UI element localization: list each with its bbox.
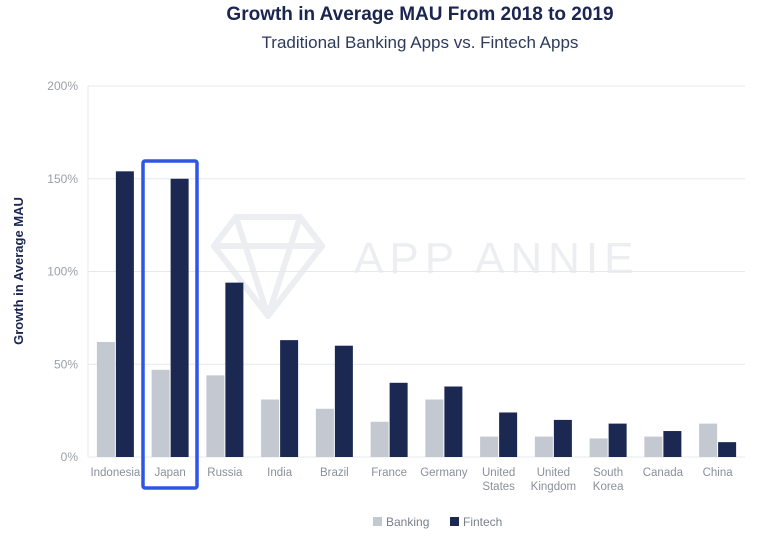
bar-fintech (225, 282, 244, 457)
bar-banking (589, 438, 608, 457)
y-tick-label: 200% (47, 79, 78, 93)
x-tick-label: Germany (420, 467, 468, 479)
y-axis-ticks: 0% 50% 100% 150% 200% (47, 79, 78, 464)
highlight-box (141, 159, 199, 490)
x-tick-label: United Kingdom (531, 467, 576, 493)
y-tick-label: 150% (47, 172, 78, 186)
bar-fintech (499, 412, 518, 457)
bar-banking (96, 341, 115, 457)
x-tick-label: France (371, 467, 407, 479)
bar-banking (151, 369, 170, 457)
bar-fintech (389, 382, 408, 457)
x-tick-label: United States (482, 467, 515, 493)
y-tick-label: 100% (47, 265, 78, 279)
watermark: APP ANNIE (211, 214, 640, 319)
bar-banking (261, 399, 280, 457)
y-tick-label: 0% (61, 450, 79, 464)
bar-banking (480, 436, 499, 457)
bar-fintech (553, 419, 572, 457)
legend-label-banking: Banking (386, 515, 429, 529)
bar-banking (425, 399, 444, 457)
bar-banking (370, 421, 389, 457)
bar-banking (644, 436, 663, 457)
x-tick-label: Indonesia (90, 467, 140, 479)
x-tick-label: China (703, 467, 734, 479)
x-tick-label: India (267, 467, 293, 479)
bar-fintech (334, 345, 353, 457)
y-axis-label: Growth in Average MAU (11, 197, 26, 345)
bar-banking (315, 408, 334, 457)
bars (96, 171, 737, 457)
diamond-logo-icon (211, 214, 325, 319)
legend: Banking Fintech (373, 515, 502, 529)
bar-fintech (718, 442, 737, 457)
bar-fintech (608, 423, 627, 457)
legend-swatch-banking (373, 517, 382, 526)
bar-fintech (170, 178, 189, 457)
y-tick-label: 50% (54, 357, 78, 371)
bar-fintech (444, 386, 463, 457)
bar-banking (699, 423, 718, 457)
legend-label-fintech: Fintech (463, 515, 502, 529)
bar-fintech (280, 340, 299, 457)
legend-swatch-fintech (450, 517, 459, 526)
bar-fintech (663, 431, 682, 457)
watermark-text: APP ANNIE (354, 234, 640, 283)
x-tick-label: Brazil (320, 467, 349, 479)
chart-subtitle: Traditional Banking Apps vs. Fintech App… (262, 33, 579, 52)
chart-title: Growth in Average MAU From 2018 to 2019 (226, 4, 613, 25)
bar-banking (206, 375, 225, 457)
x-tick-label: Russia (207, 467, 243, 479)
x-tick-label: South Korea (593, 467, 624, 493)
bar-banking (534, 436, 553, 457)
bar-fintech (115, 171, 134, 457)
x-tick-label: Japan (154, 467, 185, 479)
x-axis-labels: Indonesia Japan Russia India Brazil France Ger… (90, 467, 733, 493)
x-tick-label: Canada (643, 467, 684, 479)
